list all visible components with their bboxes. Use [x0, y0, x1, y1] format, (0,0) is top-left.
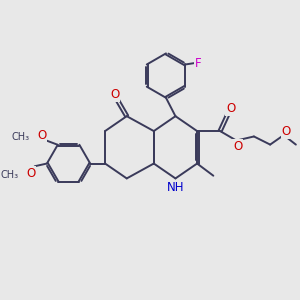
Text: F: F [195, 57, 202, 70]
Text: O: O [26, 167, 35, 180]
Text: O: O [110, 88, 119, 101]
Text: NH: NH [167, 182, 184, 194]
Text: CH₃: CH₃ [1, 170, 19, 180]
Text: O: O [226, 102, 236, 115]
Text: CH₃: CH₃ [12, 132, 30, 142]
Text: O: O [233, 140, 242, 153]
Text: O: O [282, 124, 291, 138]
Text: O: O [37, 129, 46, 142]
